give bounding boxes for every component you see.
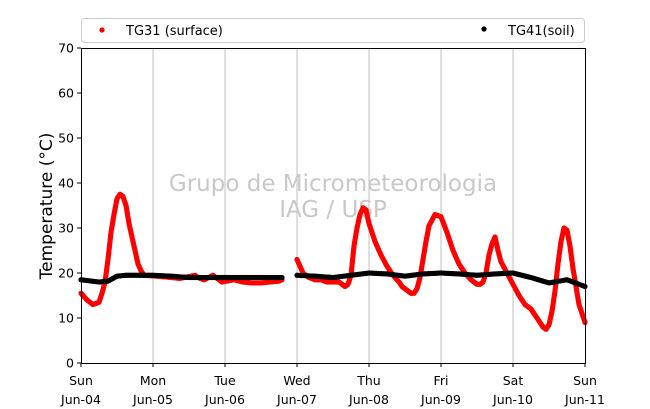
data-series (78, 191, 588, 332)
legend-label-soil: TG41(soil) (507, 24, 575, 39)
x-tick-label-date: Jun-05 (132, 392, 173, 407)
plot-frame (81, 48, 586, 364)
x-tick-label-date: Jun-11 (564, 392, 605, 407)
watermark-line-1: Grupo de Micrometeorologia (169, 171, 497, 197)
legend: TG31 (surface) TG41(soil) (81, 18, 585, 43)
y-tick-label: 20 (58, 266, 74, 281)
x-tick-label-date: Jun-09 (420, 392, 461, 407)
x-tick-label-date: Jun-10 (492, 392, 533, 407)
y-tick-label: 60 (58, 86, 74, 101)
y-tick-label: 10 (58, 311, 74, 326)
legend-marker-soil (481, 26, 487, 32)
x-tick-label-day: Wed (283, 373, 310, 388)
grid-lines (152, 48, 514, 363)
x-tick-label-day: Tue (213, 373, 236, 388)
legend-label-surface: TG31 (surface) (125, 24, 223, 39)
y-tick-label: 0 (66, 356, 74, 371)
data-point (279, 274, 285, 281)
x-tick-label-date: Jun-04 (60, 392, 101, 407)
y-tick-label: 30 (58, 221, 74, 236)
series-soil (78, 270, 588, 290)
legend-box (81, 18, 585, 43)
x-tick-label-day: Thu (356, 373, 380, 388)
x-tick-label-day: Sun (69, 373, 93, 388)
x-tick-label-date: Jun-08 (348, 392, 389, 407)
legend-marker-surface (99, 27, 105, 33)
x-tick-label-day: Fri (434, 373, 449, 388)
x-tick-label-day: Sat (503, 373, 524, 388)
watermark-line-2: IAG / USP (279, 197, 387, 223)
y-axis-label: Temperature (°C) (37, 133, 57, 281)
x-tick-label-day: Mon (140, 373, 166, 388)
axes: Sun Jun-04 Mon Jun-05 Tue Jun-06 Wed Jun-07 Thu J… (58, 41, 605, 408)
y-tick-label: 70 (58, 41, 74, 56)
y-tick-label: 40 (58, 176, 74, 191)
x-tick-label-date: Jun-07 (276, 392, 317, 407)
x-tick-label-date: Jun-06 (204, 392, 245, 407)
watermark: Grupo de Micrometeorologia IAG / USP (169, 171, 497, 223)
x-tick-label-day: Sun (573, 373, 597, 388)
y-tick-label: 50 (58, 131, 74, 146)
